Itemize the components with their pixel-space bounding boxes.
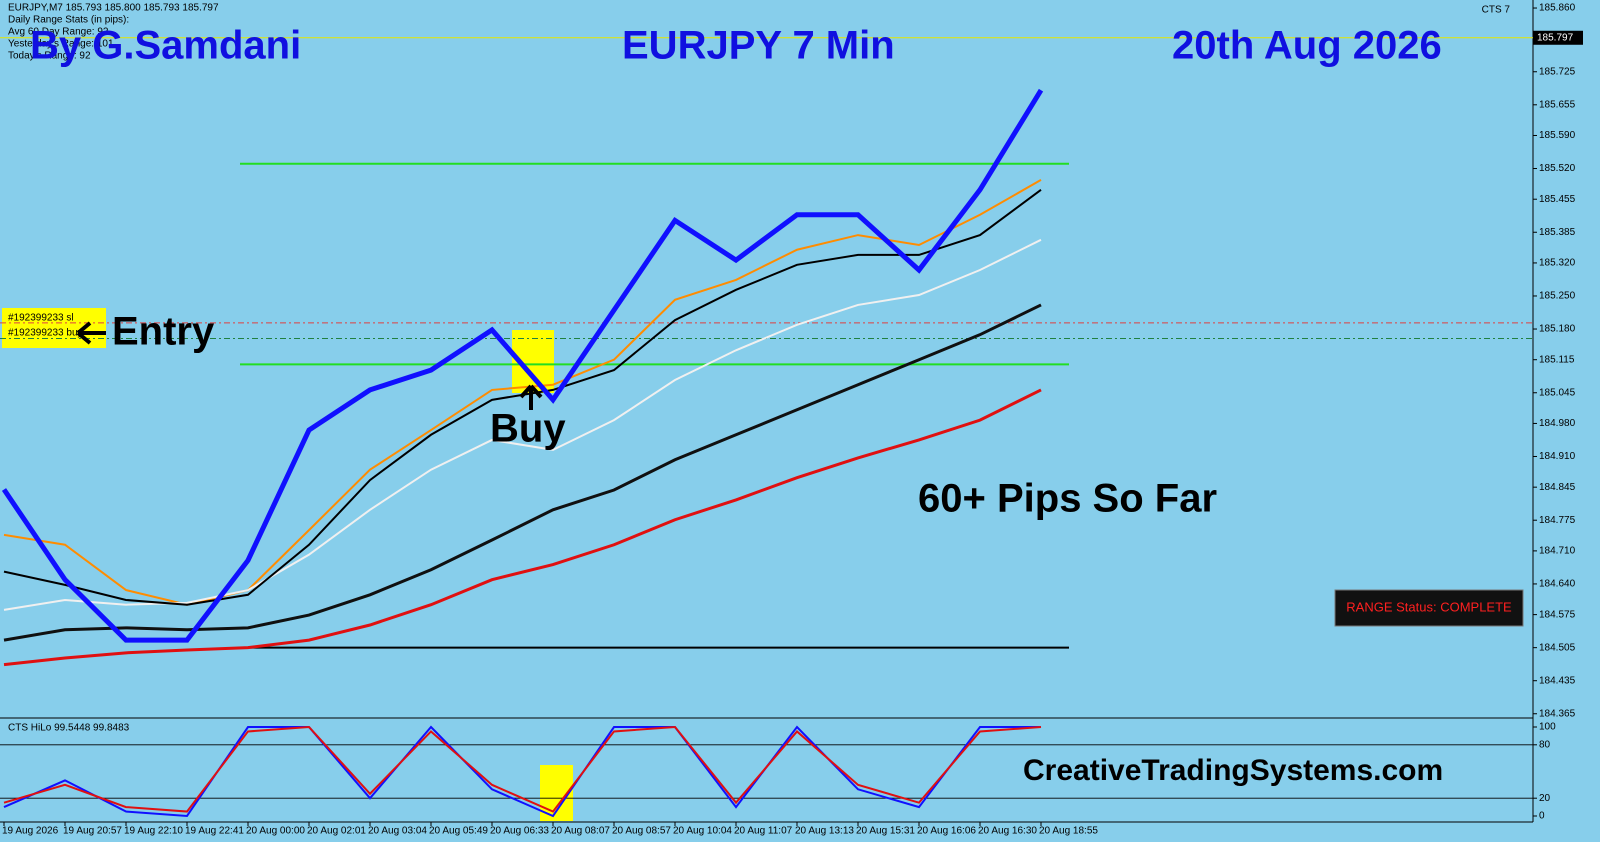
y-tick-label: 185.115 <box>1539 354 1575 365</box>
osc-tick-label: 100 <box>1539 722 1556 733</box>
y-tick-label: 184.775 <box>1539 515 1576 526</box>
background <box>0 0 1600 842</box>
x-tick-label: 20 Aug 11:07 <box>734 826 793 837</box>
symbol-line: EURJPY,M7 185.793 185.800 185.793 185.79… <box>8 3 219 14</box>
y-tick-label: 185.725 <box>1539 66 1576 77</box>
date-text: 20th Aug 2026 <box>1172 24 1442 68</box>
current-price-box <box>1533 30 1583 45</box>
stats-title: Daily Range Stats (in pips): <box>8 15 129 26</box>
oscillator-line <box>3 725 1041 818</box>
x-tick-label: 20 Aug 10:04 <box>673 826 732 837</box>
x-tick-label: 20 Aug 03:04 <box>368 826 427 837</box>
x-tick-label: 20 Aug 00:00 <box>246 826 305 837</box>
range-status: RANGE Status: COMPLETE <box>1346 599 1512 614</box>
y-tick-label: 184.365 <box>1539 708 1576 719</box>
x-tick-label: 19 Aug 2026 <box>2 826 59 837</box>
x-tick-label: 20 Aug 05:49 <box>429 826 488 837</box>
x-tick-label: 20 Aug 06:33 <box>490 826 549 837</box>
osc-tick-label: 20 <box>1539 793 1551 804</box>
x-tick-label: 19 Aug 22:10 <box>124 826 183 837</box>
website: CreativeTradingSystems.com <box>1023 754 1443 787</box>
entry-arrow <box>76 321 106 345</box>
y-tick-label: 185.385 <box>1539 227 1576 238</box>
oscillator-name: CTS HiLo 99.5448 99.8483 <box>8 723 130 734</box>
y-tick-label: 184.640 <box>1539 579 1576 590</box>
x-tick-label: 20 Aug 08:57 <box>612 826 671 837</box>
series-line <box>1 88 1044 643</box>
order-label: #192399233 buy <box>8 328 83 339</box>
y-tick-label: 185.045 <box>1539 387 1576 398</box>
y-tick-label: 184.910 <box>1539 451 1576 462</box>
y-tick-label: 184.845 <box>1539 482 1576 493</box>
osc-tick-label: 80 <box>1539 739 1551 750</box>
y-tick-label: 185.655 <box>1539 99 1576 110</box>
stat: Avg 60 Day Range: 92 <box>8 27 109 38</box>
stat: Yesterday's Range: 101 <box>8 39 114 50</box>
y-tick-label: 184.505 <box>1539 642 1576 653</box>
x-tick-label: 19 Aug 22:41 <box>185 826 244 837</box>
plot <box>0 37 1533 818</box>
buy-arrow <box>519 384 543 410</box>
series-line <box>3 388 1042 667</box>
stat: Today's Range: 92 <box>8 51 91 62</box>
range-status-box <box>1334 589 1524 627</box>
x-tick-label: 20 Aug 15:31 <box>856 826 915 837</box>
order-label: #192399233 sl <box>8 313 74 324</box>
entry-label: Entry <box>112 310 215 354</box>
x-tick-label: 20 Aug 02:01 <box>307 826 366 837</box>
y-tick-label: 185.860 <box>1539 3 1576 14</box>
series-line <box>3 303 1042 642</box>
current-price-label: 185.797 <box>1537 32 1574 43</box>
y-tick-label: 185.455 <box>1539 194 1576 205</box>
y-tick-label: 185.590 <box>1539 130 1576 141</box>
y-tick-label: 185.520 <box>1539 163 1576 174</box>
y-tick-label: 184.435 <box>1539 675 1576 686</box>
y-tick-label: 185.180 <box>1539 324 1576 335</box>
x-tick-label: 20 Aug 16:30 <box>978 826 1037 837</box>
y-tick-label: 184.710 <box>1539 546 1576 557</box>
x-tick-label: 20 Aug 08:07 <box>551 826 610 837</box>
buy-label: Buy <box>490 407 566 451</box>
x-tick-label: 20 Aug 18:55 <box>1039 826 1098 837</box>
x-tick-label: 20 Aug 13:13 <box>795 826 854 837</box>
x-tick-label: 19 Aug 20:57 <box>63 826 122 837</box>
result-label: 60+ Pips So Far <box>918 477 1217 521</box>
chart-subtitle: EURJPY 7 Min <box>622 24 895 68</box>
y-tick-label: 184.575 <box>1539 609 1576 620</box>
y-tick-label: 185.250 <box>1539 291 1576 302</box>
axis-bg <box>1535 0 1600 842</box>
x-tick-label: 20 Aug 16:06 <box>917 826 976 837</box>
chart-title: By G.Samdani <box>30 24 301 68</box>
oscillator-line <box>3 725 1042 813</box>
osc-tick-label: 0 <box>1539 811 1545 822</box>
indicator-name: CTS 7 <box>1482 5 1511 16</box>
y-tick-label: 185.320 <box>1539 258 1576 269</box>
y-tick-label: 184.980 <box>1539 418 1576 429</box>
